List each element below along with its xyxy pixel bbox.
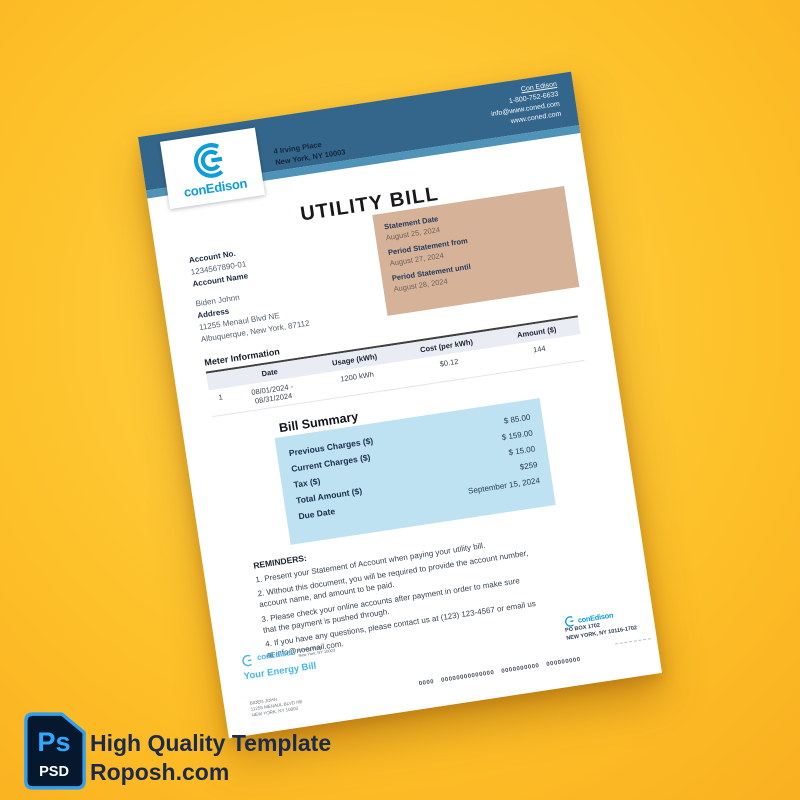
conedison-logo-card: conEdison (159, 127, 266, 210)
psd-file-icon: Ps PSD (24, 712, 86, 790)
remittance-address-block: conEdison PO BOX 1702 NEW YORK, NY 10116… (563, 606, 637, 643)
conedison-logo-icon (193, 142, 224, 178)
footer-brand-block: conEdison 4 Irving Place New York, NY 10… (241, 642, 338, 682)
account-block: Account No. 1234567890-01 Account Name B… (188, 239, 310, 346)
promo-caption: High Quality Template Roposh.com (90, 729, 331, 788)
conedison-logo-icon (564, 616, 574, 627)
utility-bill-document: Con Edison 1-800-752-6633 info@www.coned… (138, 71, 662, 739)
payment-code-line: 0000 00000000000000 0000000000 000000000 (418, 656, 582, 688)
caption-line-2: Roposh.com (90, 759, 230, 786)
conedison-logo-icon (242, 654, 252, 667)
psd-format-label: PSD (39, 764, 69, 780)
photoshop-file-badge: Ps PSD (22, 710, 88, 797)
caption-line-1: High Quality Template (90, 730, 332, 756)
mailing-label: BIDEN JOHN 11255 MENAUL BLVD NE NEW YORK… (249, 696, 303, 718)
ps-app-glyph: Ps (37, 726, 70, 757)
conedison-wordmark: conEdison (182, 174, 248, 200)
footer-logo-text: conEdison (256, 647, 296, 663)
tear-off-dashed-line (615, 638, 651, 645)
